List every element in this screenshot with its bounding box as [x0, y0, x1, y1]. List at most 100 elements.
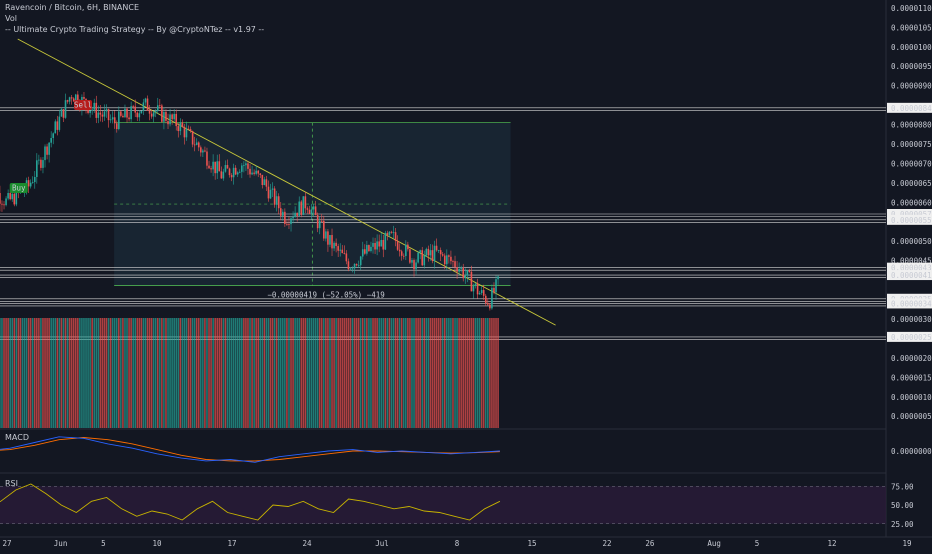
- candle-body: [470, 271, 473, 292]
- volume-bar: [111, 318, 114, 428]
- volume-bar: [187, 318, 190, 428]
- candle-body: [284, 211, 286, 224]
- volume-bar: [85, 318, 87, 428]
- volume-bar: [214, 318, 216, 428]
- candle-body: [409, 249, 411, 263]
- candle-body: [288, 224, 290, 225]
- volume-bar: [101, 318, 104, 428]
- candle-body: [261, 174, 264, 186]
- candle-body: [411, 260, 413, 263]
- volume-bar: [249, 318, 251, 428]
- volume-bar: [148, 318, 151, 428]
- volume-bar: [341, 318, 344, 428]
- candle-body: [189, 129, 192, 131]
- volume-bar: [316, 318, 319, 428]
- candle-body: [359, 256, 362, 266]
- candle-body: [66, 100, 69, 102]
- volume-bar: [146, 318, 149, 428]
- volume-bar: [431, 318, 434, 428]
- time-tick-label: 5: [755, 539, 760, 548]
- volume-bar: [460, 318, 462, 428]
- volume-bar: [236, 318, 239, 428]
- volume-bar: [91, 318, 93, 428]
- volume-bar: [138, 318, 141, 428]
- volume-bar: [220, 318, 223, 428]
- time-tick-label: Jul: [375, 539, 389, 548]
- volume-bar: [308, 318, 311, 428]
- volume-bar: [60, 318, 63, 428]
- volume-bar: [437, 318, 440, 428]
- volume-bar: [87, 318, 89, 428]
- volume-bar: [169, 318, 171, 428]
- candle-body: [138, 113, 141, 118]
- candle-body: [115, 123, 118, 130]
- volume-bar: [353, 318, 356, 428]
- candle-body: [382, 239, 385, 250]
- candle-body: [343, 253, 346, 254]
- volume-bar: [265, 318, 268, 428]
- volume-bar: [253, 318, 255, 428]
- candle-body: [103, 111, 106, 117]
- volume-bar: [122, 318, 124, 428]
- rsi-tick-label: 50.00: [891, 501, 914, 510]
- volume-bar: [277, 318, 280, 428]
- price-level-tag: [887, 262, 932, 273]
- candle-body: [150, 113, 153, 117]
- candle-body: [349, 268, 352, 270]
- volume-bar: [441, 318, 444, 428]
- candle-body: [52, 133, 55, 139]
- price-level-tag: [887, 331, 932, 342]
- volume-bar: [464, 318, 467, 428]
- candle-body: [320, 220, 323, 222]
- candle-body: [327, 231, 329, 245]
- candle-body: [159, 105, 161, 107]
- price-level-tag: [887, 298, 932, 309]
- volume-bar: [175, 318, 178, 428]
- volume-bar: [132, 318, 134, 428]
- candle-body: [370, 246, 372, 252]
- volume-bar: [392, 318, 395, 428]
- volume-bar: [241, 318, 243, 428]
- candle-body: [175, 113, 178, 127]
- time-tick-label: 17: [227, 539, 236, 548]
- time-tick-label: 24: [302, 539, 312, 548]
- time-tick-label: 12: [827, 539, 836, 548]
- candle-body: [273, 188, 276, 205]
- candle-body: [374, 243, 376, 250]
- volume-bar: [351, 318, 354, 428]
- candle-body: [236, 172, 239, 175]
- candle-body: [226, 165, 229, 169]
- volume-bar: [177, 318, 180, 428]
- volume-bar: [429, 318, 432, 428]
- candle-body: [50, 138, 52, 143]
- candle-body: [364, 249, 366, 254]
- time-tick-label: Jun: [54, 539, 68, 548]
- candle-body: [70, 97, 73, 99]
- volume-bar: [493, 318, 495, 428]
- candle-body: [99, 112, 102, 115]
- rsi-band: [0, 486, 886, 524]
- volume-bar: [206, 318, 208, 428]
- candle-body: [396, 240, 399, 250]
- candle-body: [292, 216, 294, 219]
- candle-body: [144, 98, 147, 103]
- signal-badge-buy: [9, 183, 28, 193]
- volume-bar: [204, 318, 206, 428]
- volume-bar: [271, 318, 274, 428]
- candle-body: [241, 165, 243, 172]
- volume-bar: [347, 318, 350, 428]
- price-tick-label: 0.00000900: [891, 82, 932, 91]
- candle-body: [452, 261, 454, 262]
- volume-bar: [136, 318, 139, 428]
- candle-body: [148, 110, 151, 114]
- volume-bar: [306, 318, 309, 428]
- volume-bar: [443, 318, 446, 428]
- candle-body: [83, 96, 85, 99]
- candle-body: [95, 102, 98, 118]
- volume-bar: [290, 318, 292, 428]
- candle-body: [156, 105, 159, 111]
- candle-body: [120, 111, 122, 116]
- candle-body: [128, 117, 130, 120]
